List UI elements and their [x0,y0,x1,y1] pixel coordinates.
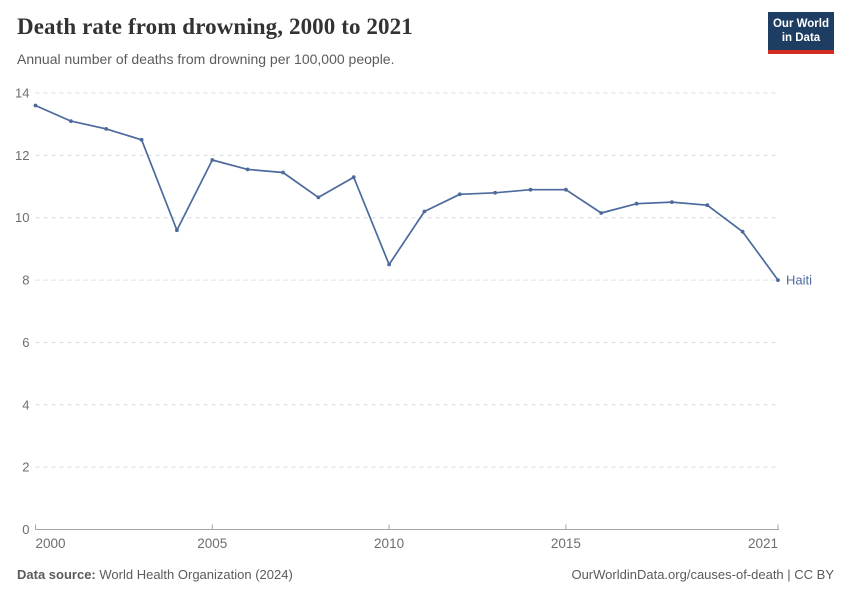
data-point[interactable] [599,211,604,215]
data-point[interactable] [422,209,427,214]
y-tick-label: 0 [22,522,29,537]
data-point[interactable] [528,187,533,192]
chart-title: Death rate from drowning, 2000 to 2021 [17,14,413,39]
data-point[interactable] [139,137,144,142]
y-tick-label: 12 [15,148,29,163]
data-source: Data source: World Health Organization (… [17,567,293,582]
data-point[interactable] [457,192,462,197]
y-tick-label: 8 [22,273,29,288]
chart-subtitle: Annual number of deaths from drowning pe… [17,51,395,67]
data-point[interactable] [281,170,285,175]
chart-footer: Data source: World Health Organization (… [17,567,834,582]
data-point[interactable] [740,229,745,234]
attribution: OurWorldinData.org/causes-of-death | CC … [571,567,834,582]
data-point[interactable] [351,175,356,180]
x-tick-label: 2015 [551,536,581,551]
data-point[interactable] [387,262,391,267]
y-tick-label: 14 [15,86,29,101]
data-point[interactable] [175,228,179,233]
y-tick-label: 6 [22,335,29,350]
series-end-label[interactable]: Haiti [786,273,812,288]
y-tick-label: 4 [22,397,29,412]
data-source-value: World Health Organization (2024) [99,567,293,582]
data-point[interactable] [316,195,321,200]
owid-logo-line1: Our World [772,18,829,30]
series-line-haiti[interactable] [34,104,779,281]
y-tick-label: 10 [15,210,29,225]
data-point[interactable] [564,187,568,192]
data-point[interactable] [245,167,250,172]
data-point[interactable] [33,103,38,108]
x-tick-label: 2010 [374,536,404,551]
x-tick-label: 2021 [748,536,778,551]
data-point[interactable] [670,200,674,205]
data-point[interactable] [69,119,73,123]
data-point[interactable] [493,190,497,195]
data-point[interactable] [210,158,215,162]
y-tick-label: 2 [22,460,29,475]
data-point[interactable] [705,203,710,208]
x-tick-label: 2005 [197,536,227,551]
data-source-label: Data source: [17,567,96,582]
owid-logo-line2: in Data [781,32,821,45]
x-tick-label: 2000 [36,536,66,551]
data-point[interactable] [104,126,109,131]
data-point[interactable] [634,201,639,206]
owid-logo[interactable]: Our World in Data [768,12,834,54]
data-point[interactable] [776,278,780,282]
